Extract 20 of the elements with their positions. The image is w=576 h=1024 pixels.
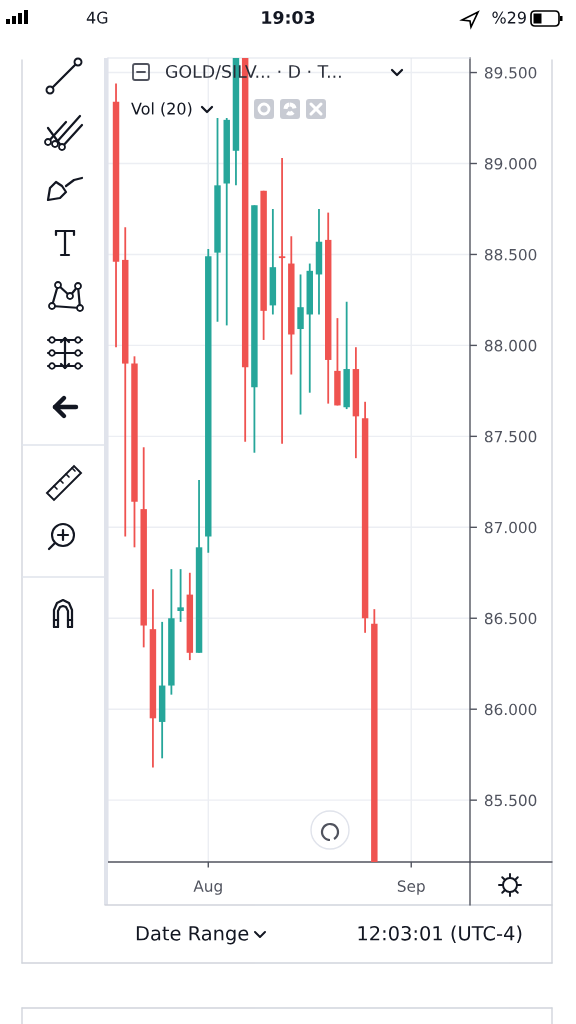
y-tick-label: 87.500 xyxy=(484,430,537,443)
x-tick-label: Sep xyxy=(397,880,425,895)
y-tick-label: 89.000 xyxy=(484,157,537,170)
text: %29 xyxy=(492,11,526,24)
x-tick-label: Aug xyxy=(193,880,222,895)
text: 4G xyxy=(86,11,108,24)
y-tick-label: 86.000 xyxy=(484,703,537,716)
text: 12:03:01 (UTC-4) xyxy=(358,925,522,943)
candlestick xyxy=(278,157,286,445)
y-tick-label: 86.500 xyxy=(484,612,537,625)
y-tick-label: 88.000 xyxy=(484,339,537,352)
y-tick-label: 87.000 xyxy=(484,521,537,534)
y-tick-label: 88.500 xyxy=(484,248,537,261)
y-tick-label: 89.500 xyxy=(484,67,537,79)
text: 19:03 xyxy=(262,10,315,25)
text: Date Range xyxy=(136,926,249,945)
annotation: Vol (20) xyxy=(131,102,192,117)
y-tick-label: 85.500 xyxy=(484,794,537,807)
candlestick xyxy=(297,273,304,416)
candlestick xyxy=(177,568,184,623)
